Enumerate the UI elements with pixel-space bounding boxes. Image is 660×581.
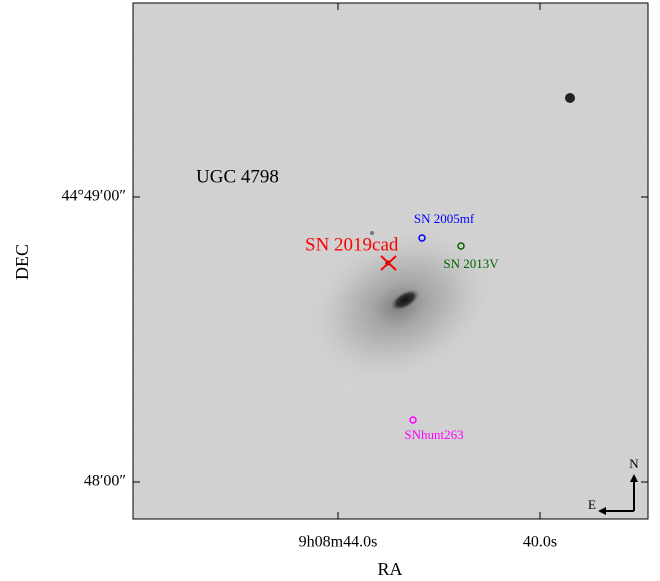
x-tick-label: 40.0s bbox=[523, 534, 557, 551]
target-marker bbox=[380, 255, 397, 271]
sn-marker bbox=[418, 234, 426, 242]
y-tick-label: 44°49′00″ bbox=[61, 188, 126, 205]
sn-marker bbox=[409, 416, 417, 424]
ticks bbox=[133, 3, 648, 519]
x-tick-label: 9h08m44.0s bbox=[299, 534, 378, 551]
sn-label: SNhunt263 bbox=[404, 427, 463, 442]
sn-label: SN 2005mf bbox=[414, 211, 475, 226]
y-axis-label: DEC bbox=[12, 244, 32, 280]
frame bbox=[132, 2, 649, 520]
sn-marker bbox=[457, 242, 465, 250]
y-tick-label: 48′00″ bbox=[84, 473, 126, 490]
compass-east: E bbox=[588, 497, 596, 512]
target-label: SN 2019cad bbox=[305, 234, 399, 255]
x-axis-label: RA bbox=[377, 559, 402, 579]
compass-north: N bbox=[629, 456, 639, 471]
compass bbox=[598, 474, 638, 515]
galaxy-label: UGC 4798 bbox=[196, 166, 279, 187]
sn-label: SN 2013V bbox=[443, 256, 499, 271]
